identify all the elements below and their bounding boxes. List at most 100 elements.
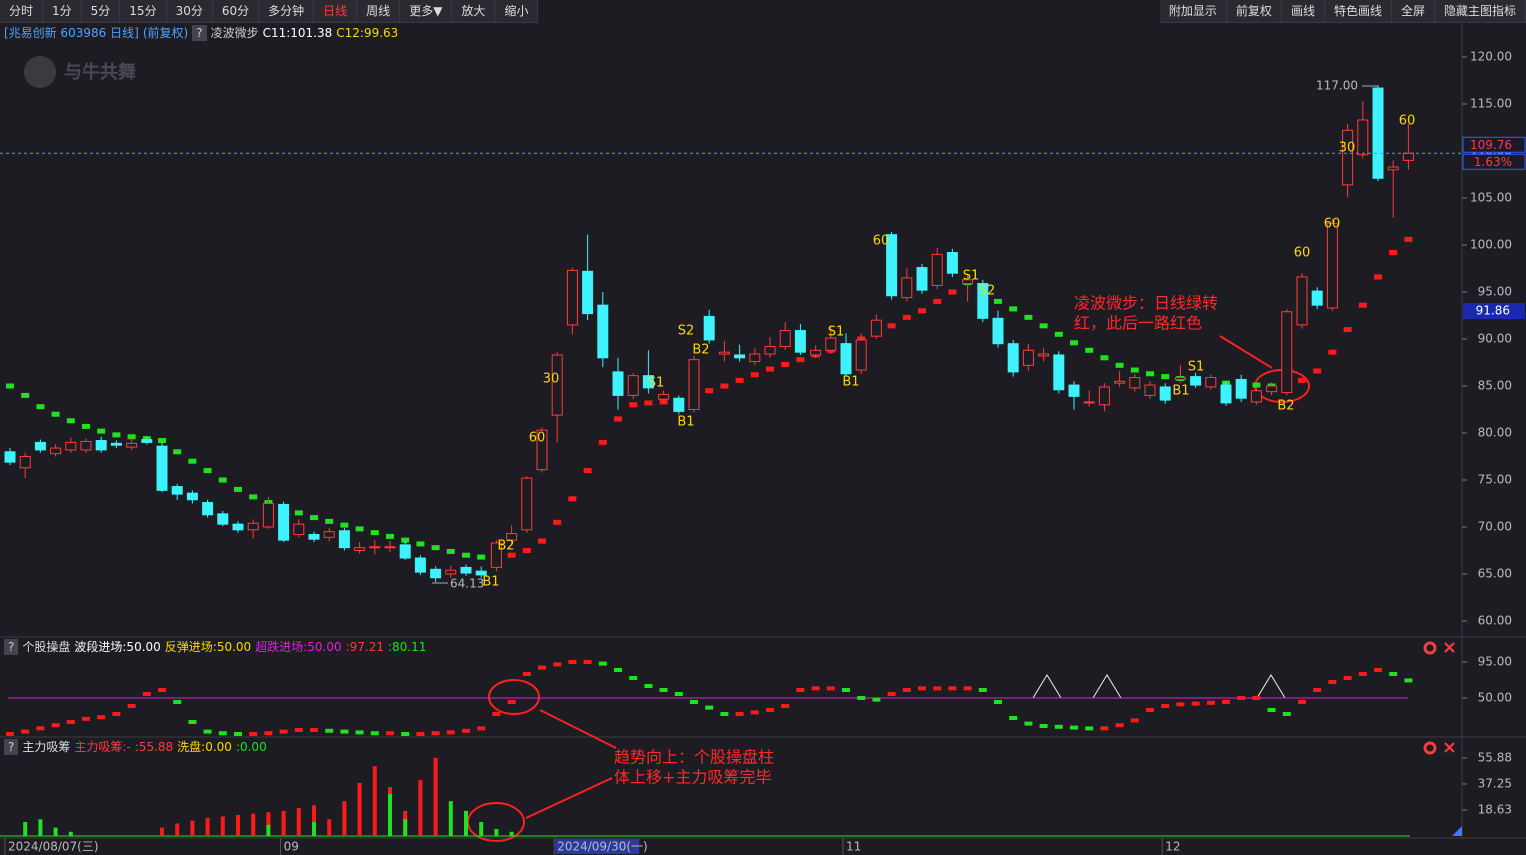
candle-body	[658, 393, 670, 400]
trend-dot	[97, 428, 106, 434]
flow-bar	[312, 805, 316, 836]
toolbar-button[interactable]: 缩小	[495, 0, 539, 22]
signal-label: B1	[482, 575, 499, 590]
flow-bar	[403, 819, 408, 836]
trend-dot	[310, 515, 318, 521]
toolbar-button[interactable]: 15分	[120, 0, 167, 22]
indicator-dash	[112, 712, 121, 716]
toolbar-button[interactable]: 特色画线	[1325, 0, 1392, 22]
toolbar-button[interactable]: 日线	[314, 0, 358, 22]
toolbar-button[interactable]: 30分	[167, 0, 213, 22]
indicator-dash	[1404, 678, 1413, 683]
cursor-price: 91.86	[1476, 304, 1510, 318]
candle-body	[369, 546, 381, 549]
x-label: 2024/09/30(一)	[557, 840, 648, 854]
watermark: 与牛共舞	[64, 61, 136, 83]
trend-dot	[796, 357, 805, 363]
candle-body	[551, 354, 563, 416]
panel-title: 个股操盘	[22, 640, 71, 654]
indicator-dash	[583, 660, 592, 664]
candle-body	[1372, 87, 1384, 179]
indicator-dash	[386, 731, 394, 736]
trend-dot	[948, 289, 957, 295]
trend-dot	[234, 486, 242, 492]
indicator-dash	[310, 728, 318, 732]
toolbar-button[interactable]: 更多▼	[400, 0, 453, 22]
trend-dot	[1252, 382, 1261, 388]
trend-dot	[294, 510, 303, 516]
flow-bar	[296, 808, 301, 836]
panel-icons[interactable]	[1423, 641, 1455, 655]
indicator-dash	[1054, 724, 1063, 729]
indicator-dash	[963, 686, 972, 691]
date-highlight	[555, 839, 640, 854]
toolbar-button[interactable]: 5分	[82, 0, 121, 22]
candle-body	[445, 569, 457, 575]
candle-body	[1053, 354, 1065, 391]
help[interactable]: ?	[4, 639, 19, 655]
panel-title: 主力吸筹	[22, 740, 71, 754]
candle-body	[506, 533, 518, 541]
indicator-dash	[1343, 676, 1352, 680]
trend-dot	[203, 468, 212, 474]
toolbar-button[interactable]: 分时	[0, 0, 44, 22]
toolbar-button[interactable]: 画线	[1282, 0, 1325, 22]
candle-body	[19, 456, 31, 469]
help[interactable]: ?	[192, 25, 207, 41]
toolbar-button[interactable]: 前复权	[1227, 0, 1282, 22]
x-label: 2024/08/07(三)	[8, 840, 99, 854]
high-label: 117.00	[1316, 79, 1358, 93]
indicator-dash	[1100, 726, 1109, 731]
signal-label: S1	[1188, 360, 1205, 375]
price-box	[1462, 136, 1526, 153]
help[interactable]: ?	[4, 739, 19, 755]
candle-body	[399, 544, 411, 559]
toolbar-button[interactable]: 放大	[452, 0, 496, 22]
flow-bar	[357, 782, 362, 836]
candle-body	[749, 353, 761, 363]
indicator-dash	[826, 686, 835, 691]
annotation: 体上移+主力吸筹完毕	[614, 768, 771, 787]
trend-dot	[522, 548, 531, 553]
candle-body	[1190, 376, 1202, 386]
toolbar: 附加显示 前复权 画线 特色画线 全屏 隐藏主图指标	[1159, 0, 1526, 23]
candle-body	[521, 477, 533, 531]
candle-body	[627, 375, 639, 396]
flow-bar	[175, 823, 180, 836]
trend-dot	[477, 554, 486, 560]
signal-label: B1	[842, 375, 859, 390]
candle-body	[278, 503, 290, 541]
indicator-dash	[538, 665, 546, 670]
trend-dot	[781, 361, 790, 367]
background	[0, 23, 1526, 855]
toolbar-button[interactable]: 附加显示	[1160, 0, 1227, 22]
toolbar-button[interactable]: 周线	[357, 0, 401, 22]
toolbar-button[interactable]: 全屏	[1392, 0, 1435, 22]
candle-body	[323, 531, 335, 538]
flow-bar	[388, 794, 392, 836]
y-tick-label: 60.00	[1478, 614, 1512, 628]
arrow	[1219, 335, 1273, 369]
candle-body	[1022, 349, 1034, 366]
candle-body	[870, 319, 882, 337]
indicator-dash	[1024, 721, 1033, 726]
indicator-dash	[1191, 701, 1200, 706]
indicator-value: C11:101.38	[262, 26, 333, 40]
trend-dot	[462, 552, 470, 558]
candle-body	[566, 269, 578, 326]
candle-body	[1144, 384, 1156, 396]
indicator-dash	[492, 712, 501, 716]
toolbar-button[interactable]: 1分	[43, 0, 82, 22]
toolbar-button[interactable]: 隐藏主图指标	[1435, 0, 1526, 22]
y-tick-label: 75.00	[1478, 473, 1512, 487]
toolbar-button[interactable]: 多分钟	[259, 0, 315, 22]
indicator-dash	[522, 672, 531, 676]
candle-body	[1083, 401, 1095, 404]
triangle-marker	[1092, 674, 1122, 699]
toolbar-button[interactable]: 60分	[213, 0, 260, 22]
signal-label: B2	[692, 343, 709, 358]
trend-dot	[766, 366, 774, 372]
corner-icon	[1452, 826, 1462, 836]
flow-bar	[205, 817, 210, 836]
panel-icons[interactable]	[1423, 741, 1455, 755]
